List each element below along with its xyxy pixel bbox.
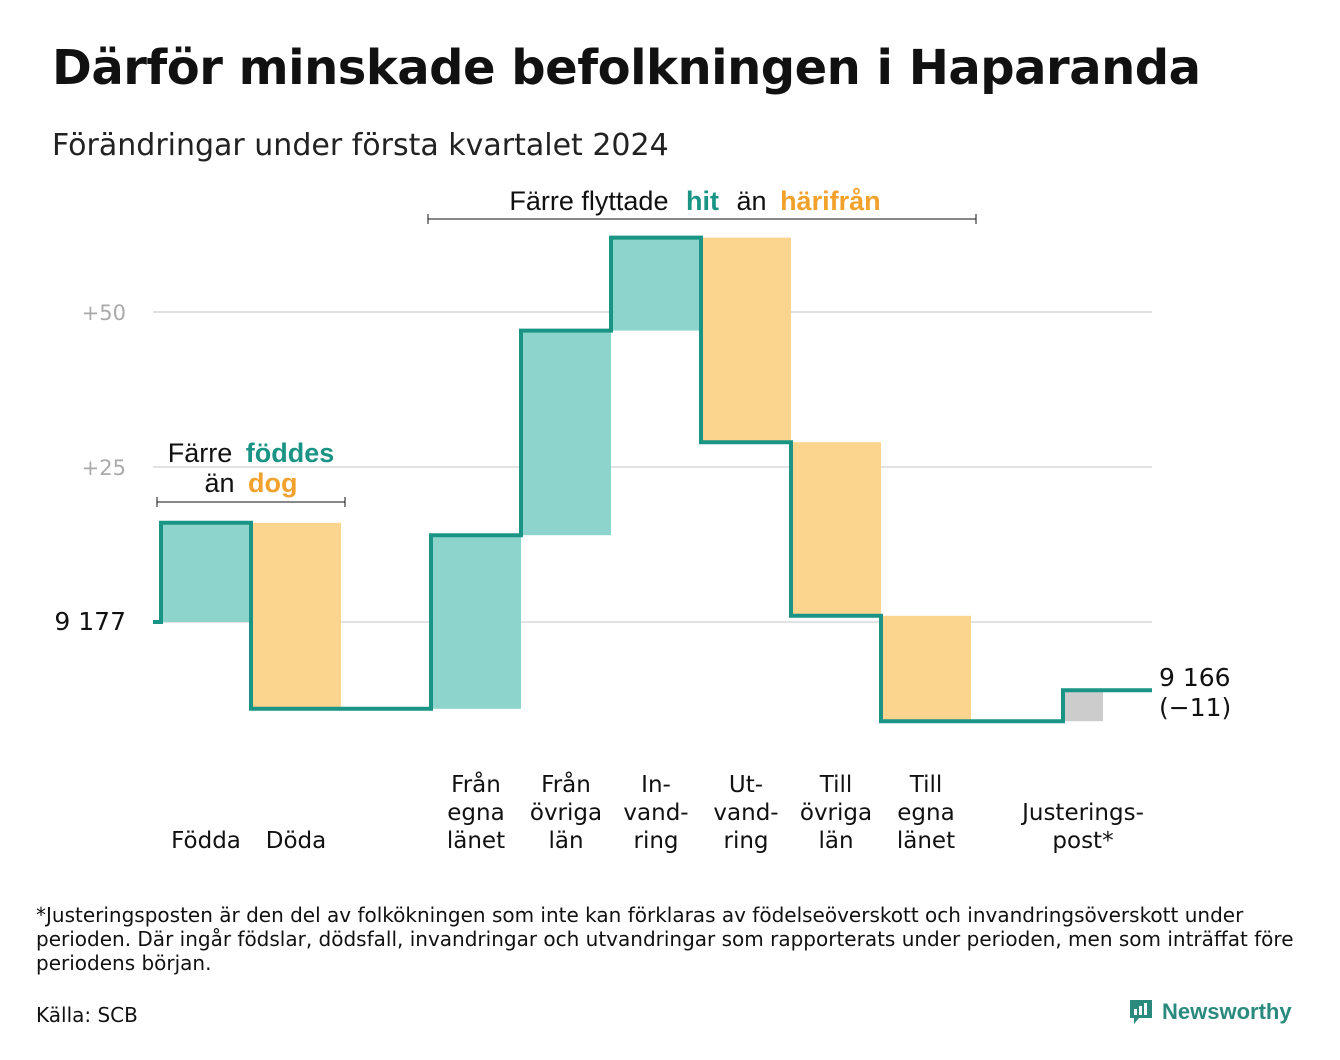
category-labels: Födda DödaFrånegnalänetFrånövrigalänIn-va… [171, 770, 1144, 854]
brand-name: Newsworthy [1162, 999, 1292, 1024]
category-label: län [818, 828, 853, 854]
births-annotation-line2: än dog [204, 468, 297, 498]
chart-subtitle: Förändringar under första kvartalet 2024 [52, 128, 669, 163]
source: Källa: SCB [36, 1003, 138, 1027]
y-tick-label: +25 [82, 456, 126, 480]
category-label: Ut- [729, 772, 763, 798]
category-label: Från [451, 770, 501, 798]
category-label: egna [897, 800, 954, 826]
category-label: län [548, 828, 583, 854]
brand-logo: Newsworthy [1128, 998, 1292, 1026]
migration-anno-hit: hit [686, 186, 719, 216]
annotations: Färre föddes än dog Färre flyttade hit ä… [156, 186, 977, 507]
bar-1 [251, 522, 341, 709]
category-label: vand- [623, 800, 688, 826]
births-annotation-line1: Färre föddes [168, 438, 335, 468]
end-change-label: (−11) [1159, 693, 1231, 722]
category-label: övriga [530, 800, 602, 826]
y-tick-label: +50 [82, 301, 126, 325]
category-label: In- [641, 772, 671, 798]
bar-0 [161, 522, 251, 622]
migration-annotation: Färre flyttade hit än härifrån [509, 186, 880, 216]
waterfall-chart: +50+259 177 Födda DödaFrånegnalänetFrånöv… [54, 186, 1231, 854]
births-anno-pre: Färre [168, 438, 233, 468]
category-label: länet [897, 828, 955, 854]
bar-8 [1063, 690, 1103, 722]
category-label: Från [541, 770, 591, 798]
newsworthy-logo-icon [1130, 1000, 1152, 1024]
end-value-label: 9 166 [1159, 663, 1231, 692]
category-label: ring [723, 828, 768, 854]
start-value-label: 9 177 [54, 607, 126, 636]
category-label: ring [633, 828, 678, 854]
y-axis-ticks: +50 +25 9 177 [54, 301, 126, 636]
bar-4 [611, 237, 701, 331]
bar-2 [431, 535, 521, 709]
category-label: Till [819, 772, 853, 798]
category-label: post* [1052, 828, 1113, 854]
category-label: vand- [713, 800, 778, 826]
bars [161, 237, 1103, 722]
category-label: Till [909, 772, 943, 798]
bar-5 [701, 237, 791, 443]
bar-6 [791, 442, 881, 616]
category-label: länet [447, 828, 505, 854]
births-anno-highlight2: dog [248, 468, 297, 498]
births-anno-pre2: än [204, 468, 234, 498]
migration-anno-harifran: härifrån [780, 186, 881, 216]
footnote: *Justeringsposten är den del av folkökni… [36, 903, 1294, 975]
category-label: Döda [266, 828, 326, 854]
category-label: övriga [800, 800, 872, 826]
chart-title: Därför minskade befolkningen i Haparanda [52, 40, 1201, 96]
migration-anno-pre: Färre flyttade [509, 186, 668, 216]
category-label: Justerings- [1020, 800, 1144, 826]
bar-3 [521, 330, 611, 536]
category-label: egna [447, 800, 504, 826]
category-label: Födda [171, 828, 241, 854]
migration-anno-mid: än [737, 186, 767, 216]
births-anno-highlight: föddes [246, 438, 335, 468]
bar-7 [881, 615, 971, 722]
step-line [153, 235, 1152, 724]
